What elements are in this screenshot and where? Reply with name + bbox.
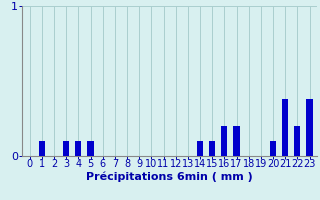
Bar (63, 141, 69, 156)
Bar (87, 141, 93, 156)
Bar (307, 99, 313, 156)
Bar (75, 141, 81, 156)
Bar (221, 126, 228, 156)
Bar (209, 141, 215, 156)
X-axis label: Précipitations 6min ( mm ): Précipitations 6min ( mm ) (86, 172, 253, 182)
Bar (270, 141, 276, 156)
Bar (39, 141, 45, 156)
Bar (294, 126, 300, 156)
Bar (197, 141, 203, 156)
Bar (234, 126, 240, 156)
Bar (282, 99, 288, 156)
